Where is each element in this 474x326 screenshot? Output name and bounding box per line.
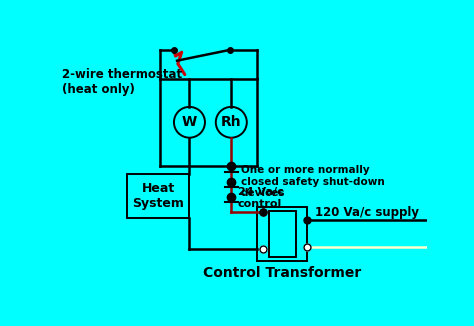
Text: 2-wire thermostat
(heat only): 2-wire thermostat (heat only) bbox=[62, 68, 182, 96]
Text: Rh: Rh bbox=[221, 115, 242, 129]
Text: Heat
System: Heat System bbox=[133, 182, 184, 210]
Text: 24 Va/c
control: 24 Va/c control bbox=[237, 187, 283, 209]
Text: 120 Va/c supply: 120 Va/c supply bbox=[315, 205, 419, 218]
Text: W: W bbox=[182, 115, 197, 129]
Bar bbox=[268, 211, 296, 257]
Text: Control Transformer: Control Transformer bbox=[202, 266, 361, 280]
Bar bbox=[128, 174, 190, 218]
Text: One or more normally
closed safety shut-down
devices: One or more normally closed safety shut-… bbox=[241, 165, 384, 198]
Bar bbox=[257, 207, 307, 261]
